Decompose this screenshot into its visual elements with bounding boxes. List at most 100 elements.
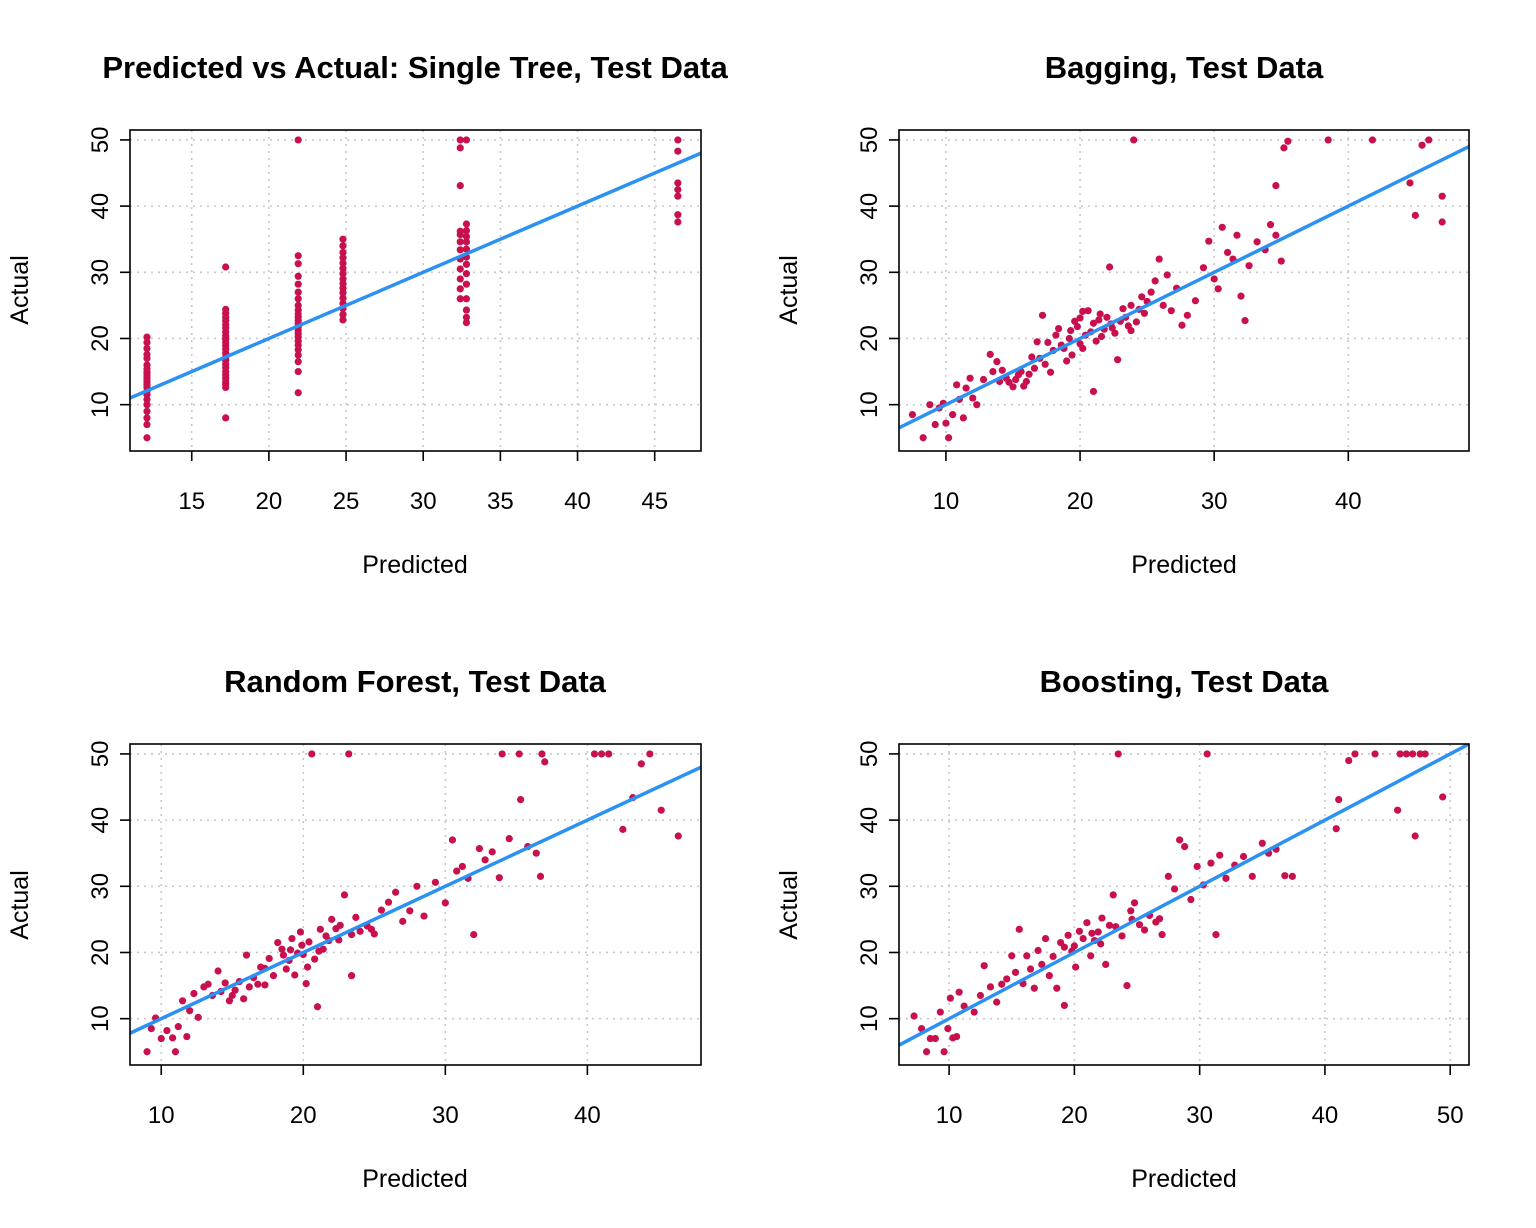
data-point <box>1030 984 1038 992</box>
data-point <box>1114 356 1122 364</box>
data-point <box>970 1008 978 1016</box>
data-point <box>1181 842 1189 851</box>
data-point <box>183 1032 191 1041</box>
data-point <box>399 917 407 925</box>
x-tick-label: 25 <box>333 488 360 515</box>
x-tick-label: 50 <box>1437 1102 1464 1129</box>
data-point <box>1368 136 1377 144</box>
data-point <box>190 989 198 998</box>
y-tick-label: 30 <box>856 259 883 286</box>
fit-line-group <box>899 144 1469 430</box>
y-tick-label: 20 <box>87 325 114 352</box>
data-point <box>1114 750 1122 758</box>
panel-title: Random Forest, Test Data <box>224 664 607 699</box>
data-point <box>296 928 305 936</box>
data-point <box>228 991 236 1000</box>
data-point <box>1008 952 1016 960</box>
data-point <box>143 414 151 422</box>
data-point <box>1402 750 1410 758</box>
data-point <box>1044 338 1052 347</box>
data-point <box>1023 952 1031 960</box>
data-point <box>1089 387 1098 396</box>
data-point <box>1049 952 1057 961</box>
data-point <box>143 407 151 415</box>
data-point <box>1025 370 1033 378</box>
x-tick-label: 30 <box>1186 1102 1213 1129</box>
data-point <box>1111 329 1119 337</box>
data-point <box>1097 940 1105 948</box>
y-tick-label: 10 <box>87 391 114 418</box>
data-point <box>462 319 471 327</box>
data-point <box>1239 852 1248 861</box>
data-point <box>541 758 549 766</box>
data-point <box>1439 793 1447 801</box>
data-point <box>352 913 360 922</box>
plot-frame <box>129 129 702 452</box>
data-point <box>456 265 464 273</box>
data-point <box>936 1008 944 1016</box>
data-point <box>969 394 977 402</box>
data-point <box>456 144 464 152</box>
data-point <box>336 921 344 929</box>
data-point <box>339 316 347 324</box>
y-tick-label: 40 <box>856 193 883 220</box>
y-tick-label: 40 <box>87 193 114 220</box>
data-point <box>456 136 464 144</box>
fit-line <box>899 144 1469 430</box>
data-point <box>1005 378 1013 386</box>
x-axis-label: Predicted <box>1131 1165 1237 1193</box>
data-point <box>1105 921 1114 929</box>
data-point <box>194 1013 202 1021</box>
data-point <box>505 835 513 843</box>
data-point <box>254 980 262 988</box>
data-point <box>1052 331 1060 339</box>
data-point <box>1187 895 1195 904</box>
data-point <box>456 275 464 283</box>
data-point <box>1127 907 1135 915</box>
data-point <box>462 136 471 144</box>
x-tick-label: 45 <box>641 488 668 515</box>
data-point <box>475 844 484 853</box>
data-point <box>1277 257 1285 265</box>
data-point <box>1248 872 1256 880</box>
data-point <box>1151 277 1159 285</box>
y-tick-label: 20 <box>856 325 883 352</box>
data-point <box>1425 136 1433 144</box>
x-tick-label: 20 <box>1067 488 1094 515</box>
data-point <box>946 994 954 1002</box>
data-point <box>674 832 682 840</box>
data-point <box>456 181 464 190</box>
data-point <box>456 246 464 254</box>
data-point <box>339 264 347 272</box>
data-point <box>456 285 464 293</box>
data-point <box>1421 750 1429 758</box>
data-point <box>1335 795 1343 804</box>
data-point <box>1079 307 1087 315</box>
data-point <box>1079 344 1087 353</box>
data-point <box>470 931 478 939</box>
data-point <box>305 938 313 946</box>
data-point <box>1084 307 1092 315</box>
data-point <box>674 192 682 200</box>
panel-random-forest: Random Forest, Test Data 10 20 30 40 10 20 30 4… <box>6 664 702 1193</box>
data-point <box>294 136 302 144</box>
data-point <box>940 1048 948 1056</box>
data-point <box>980 962 988 970</box>
data-point <box>1280 144 1288 152</box>
x-tick-label: 40 <box>1335 488 1362 515</box>
x-tick-label: 30 <box>410 488 437 515</box>
data-point <box>356 927 364 935</box>
data-point <box>953 1032 961 1041</box>
data-point <box>993 998 1001 1006</box>
data-point <box>313 1003 322 1011</box>
y-tick-label: 10 <box>856 1005 883 1032</box>
data-point <box>462 313 471 321</box>
data-point <box>294 280 302 288</box>
data-point <box>462 232 471 241</box>
data-point <box>1272 181 1280 190</box>
fit-line-group <box>130 151 701 400</box>
data-point <box>462 227 471 235</box>
data-point <box>1067 326 1075 335</box>
data-point <box>413 882 421 890</box>
data-point <box>240 995 248 1003</box>
